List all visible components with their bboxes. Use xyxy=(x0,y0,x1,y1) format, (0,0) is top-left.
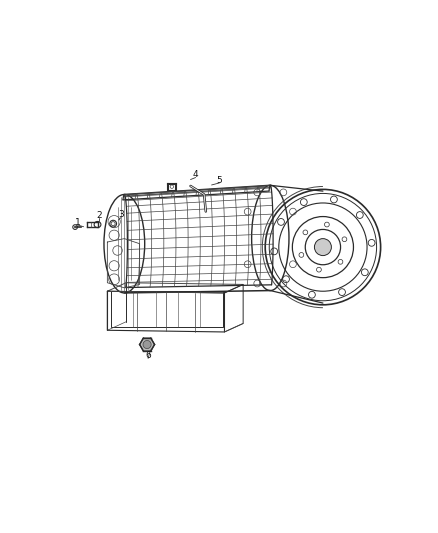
Polygon shape xyxy=(140,338,155,351)
Circle shape xyxy=(143,341,151,349)
Text: 6: 6 xyxy=(145,351,151,360)
Text: 2: 2 xyxy=(96,211,102,220)
Ellipse shape xyxy=(73,225,78,229)
Text: 4: 4 xyxy=(193,171,198,179)
Ellipse shape xyxy=(314,239,332,256)
Text: 3: 3 xyxy=(118,211,124,220)
Text: 5: 5 xyxy=(216,176,222,185)
Text: 1: 1 xyxy=(75,218,81,227)
